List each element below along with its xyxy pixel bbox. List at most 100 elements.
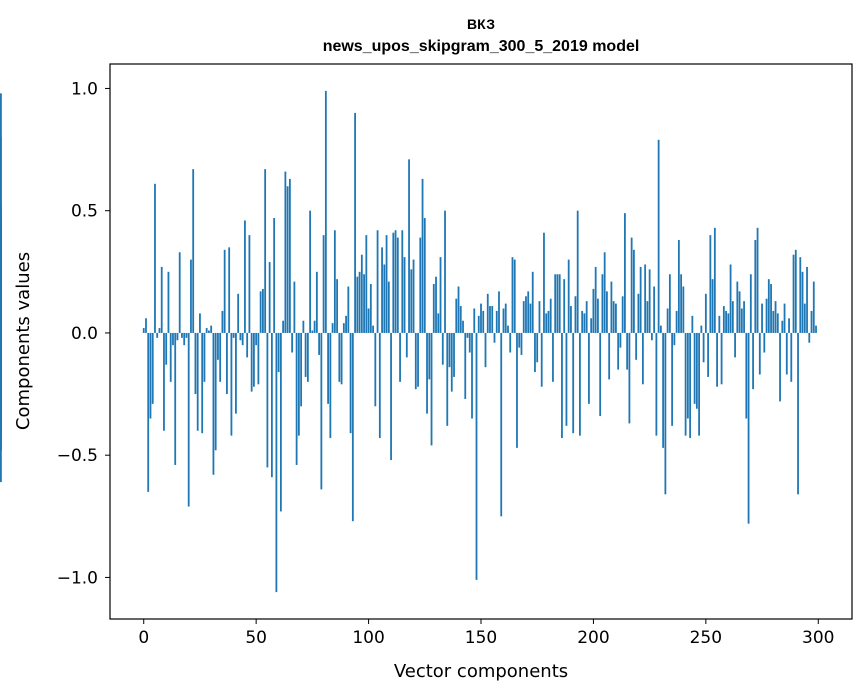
- bar: [502, 308, 505, 333]
- bar: [426, 332, 428, 414]
- bar: [590, 318, 593, 333]
- bar: [394, 230, 397, 333]
- bar: [421, 178, 424, 333]
- bar: [785, 332, 788, 375]
- bar: [682, 286, 685, 333]
- bar: [396, 237, 399, 333]
- bar: [711, 279, 714, 333]
- bar: [0, 332, 2, 404]
- bar: [572, 332, 575, 434]
- bar: [486, 293, 489, 333]
- bar: [248, 235, 251, 333]
- chart-subtitle: news_upos_skipgram_300_5_2019 model: [323, 38, 640, 55]
- bar: [0, 332, 2, 483]
- bar: [459, 306, 462, 333]
- bar: [686, 332, 689, 419]
- x-tick-label: 300: [802, 628, 834, 648]
- bar: [210, 325, 213, 333]
- bar: [219, 332, 222, 382]
- bar: [527, 291, 530, 333]
- bar: [273, 218, 276, 333]
- bar: [815, 325, 817, 333]
- x-tick-label: 50: [245, 628, 267, 648]
- bar: [630, 237, 633, 333]
- bar: [457, 286, 460, 333]
- bar: [799, 257, 802, 333]
- bar: [201, 332, 204, 434]
- bar: [264, 169, 267, 333]
- bar: [720, 332, 723, 385]
- bar: [718, 315, 721, 333]
- bar: [563, 279, 566, 333]
- bar: [749, 274, 752, 333]
- bar: [439, 257, 442, 333]
- bar: [731, 301, 734, 333]
- bar: [794, 249, 797, 333]
- bar: [149, 332, 152, 419]
- bar: [356, 276, 359, 333]
- bar: [513, 259, 516, 333]
- bar: [414, 332, 417, 390]
- bar: [217, 332, 219, 360]
- bar: [351, 332, 354, 522]
- bar: [221, 310, 224, 333]
- bar: [585, 301, 588, 333]
- bar: [313, 320, 316, 333]
- bar: [525, 296, 527, 333]
- bar: [185, 332, 188, 338]
- bar: [297, 332, 300, 436]
- bar: [250, 332, 253, 392]
- x-tick-label: 250: [690, 628, 722, 648]
- bar: [214, 332, 217, 451]
- bar: [801, 271, 804, 333]
- bar: [237, 293, 240, 333]
- bar: [331, 323, 334, 333]
- bar: [565, 332, 568, 426]
- bar: [232, 332, 235, 338]
- bar: [507, 325, 509, 333]
- bar: [172, 332, 174, 346]
- bar: [722, 306, 725, 333]
- bar: [327, 332, 329, 404]
- bar: [664, 332, 667, 495]
- bar: [203, 332, 206, 382]
- bar: [315, 271, 318, 333]
- bar: [727, 313, 730, 333]
- bar: [338, 332, 341, 382]
- bar: [255, 332, 258, 346]
- bar: [329, 332, 332, 439]
- bar: [624, 213, 626, 333]
- bar: [306, 332, 309, 382]
- bar: [522, 301, 525, 333]
- bar: [659, 325, 662, 333]
- bar: [390, 332, 392, 461]
- bar: [797, 332, 799, 495]
- x-axis-label: Vector components: [394, 661, 568, 682]
- bar: [567, 259, 570, 333]
- bar: [754, 240, 757, 333]
- bar: [480, 303, 482, 333]
- bar: [704, 293, 707, 333]
- bar: [372, 325, 374, 333]
- bar: [324, 90, 327, 333]
- bar: [145, 318, 147, 333]
- bar: [684, 332, 687, 436]
- bar: [615, 303, 617, 333]
- bar: [275, 332, 278, 593]
- bar: [444, 210, 446, 333]
- bar: [358, 271, 361, 333]
- bar: [410, 269, 413, 333]
- bar: [500, 332, 503, 517]
- bar: [432, 284, 435, 333]
- bar: [538, 301, 541, 333]
- bar: [369, 284, 372, 333]
- bar: [763, 332, 766, 353]
- x-tick-label: 150: [465, 628, 497, 648]
- bar: [552, 332, 554, 382]
- bars-group: [0, 90, 817, 593]
- bar: [666, 308, 669, 333]
- bar: [489, 306, 491, 333]
- bar: [702, 332, 705, 363]
- bar: [810, 310, 813, 333]
- bar: [473, 308, 476, 333]
